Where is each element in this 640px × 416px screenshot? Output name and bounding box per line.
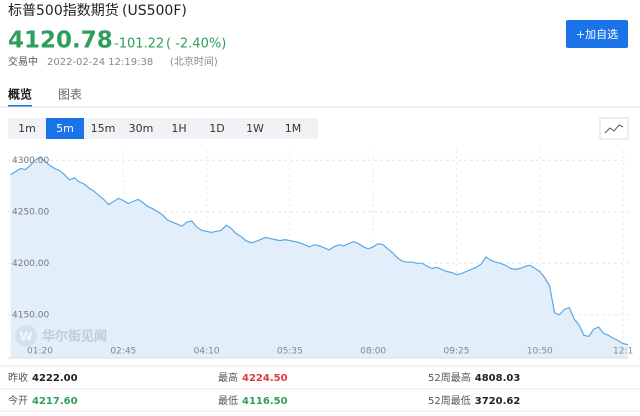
x-tick-label: 08:00: [360, 347, 386, 357]
tab[interactable]: 图表: [58, 88, 82, 102]
x-tick-label: 12:1: [613, 347, 633, 357]
x-tick-label: 01:20: [27, 347, 53, 357]
stat-label: 52周最低: [428, 394, 471, 407]
x-tick-label: 09:25: [444, 347, 470, 357]
period[interactable]: 5m: [56, 122, 74, 135]
stat-value: 4116.50: [242, 396, 288, 407]
period-bar: [8, 118, 318, 139]
watermark: W 华尔街见闻: [15, 325, 107, 347]
area: [10, 157, 629, 358]
change: -101.22: [114, 37, 164, 52]
stat-label: 今开: [8, 394, 28, 407]
stat-label: 最高: [218, 371, 238, 384]
x-tick-label: 05:35: [277, 347, 303, 357]
y-tick-label: 4250.00: [12, 207, 49, 217]
title: 标普500指数期货: [8, 2, 119, 19]
line: [10, 156, 629, 346]
chart-style-icon: [604, 124, 624, 134]
stat-value: 4222.00: [32, 373, 78, 384]
add-button[interactable]: [566, 20, 628, 48]
period[interactable]: 1W: [246, 122, 264, 135]
status: 交易中: [8, 55, 38, 68]
change-pct: ( -2.40%): [166, 37, 226, 52]
period[interactable]: 15m: [91, 122, 116, 135]
period[interactable]: 1H: [171, 122, 186, 135]
period[interactable]: 30m: [129, 122, 154, 135]
timezone: (北京时间): [170, 55, 218, 68]
period[interactable]: 1D: [209, 122, 224, 135]
x-tick-label: 10:50: [527, 347, 553, 357]
time: 2022-02-24 12:19:38: [47, 57, 153, 68]
price: 4120.78: [8, 28, 113, 54]
watermark-text: 华尔街见闻: [42, 329, 107, 345]
tab-underline: [8, 105, 32, 107]
x-tick-label: 02:45: [110, 347, 136, 357]
stat-value: 4224.50: [242, 373, 288, 384]
y-tick-label: 4150.00: [12, 310, 49, 320]
symbol: (US500F): [122, 3, 187, 19]
stat-value: 3720.62: [475, 396, 521, 407]
watermark-logo: [15, 325, 37, 347]
stat-label: 52周最高: [428, 371, 471, 384]
tab[interactable]: 概览: [8, 87, 32, 102]
period-active[interactable]: [46, 118, 84, 139]
period[interactable]: 1M: [285, 122, 302, 135]
add-button-label[interactable]: +加自选: [576, 28, 618, 41]
watermark-logo-mark: W: [19, 330, 32, 344]
period[interactable]: 1m: [18, 122, 36, 135]
stat-label: 最低: [218, 394, 238, 407]
stat-label: 昨收: [8, 371, 28, 384]
y-tick-label: 4200.00: [12, 259, 49, 269]
y-tick-label: 4300.00: [12, 156, 49, 166]
x-tick-label: 04:10: [194, 347, 220, 357]
stat-value: 4217.60: [32, 396, 78, 407]
chart-style-button[interactable]: [599, 117, 629, 140]
stat-value: 4808.03: [475, 373, 521, 384]
